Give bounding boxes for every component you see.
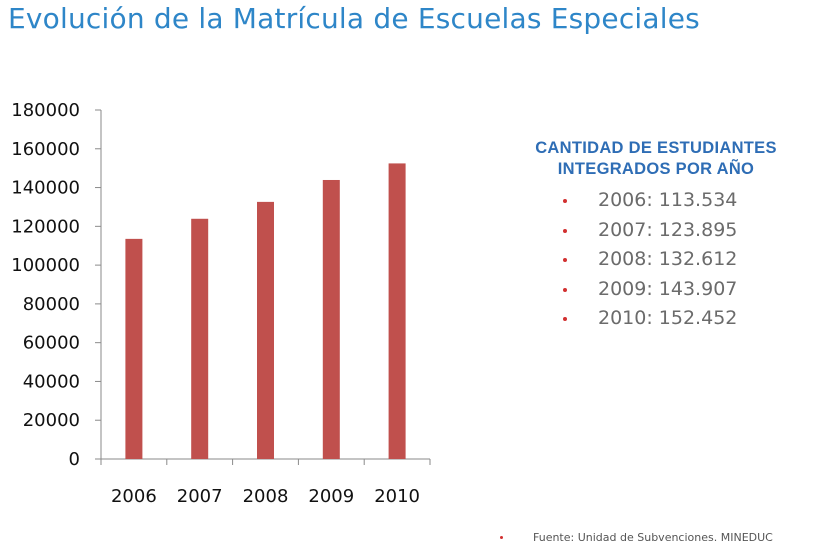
info-item-text: 2010: 152.452 (598, 307, 738, 329)
x-tick-label: 2009 (308, 486, 354, 507)
y-tick-label: 120000 (11, 216, 80, 237)
y-tick-label: 180000 (11, 100, 80, 121)
y-tick-label: 60000 (23, 333, 80, 354)
y-tick-label: 20000 (23, 410, 80, 431)
info-item-2008: 2008: 132.612 (498, 245, 814, 275)
x-tick-label: 2006 (111, 486, 157, 507)
bullet-icon (563, 317, 567, 321)
info-item-2006: 2006: 113.534 (498, 186, 814, 216)
y-tick-label: 140000 (11, 178, 80, 199)
y-tick-label: 0 (69, 449, 80, 470)
info-item-text: 2008: 132.612 (598, 248, 738, 270)
bar-2008 (257, 201, 274, 459)
page-title: Evolución de la Matrícula de Escuelas Es… (8, 2, 700, 35)
bar-2006 (125, 238, 143, 459)
info-item-2010: 2010: 152.452 (498, 304, 814, 334)
info-heading: CANTIDAD DE ESTUDIANTES INTEGRADOS POR A… (498, 138, 814, 180)
bullet-icon (500, 536, 503, 539)
x-tick-label: 2007 (177, 486, 223, 507)
info-item-text: 2007: 123.895 (598, 218, 738, 241)
info-list: 2006: 113.534 2007: 123.895 2008: 132.61… (498, 186, 814, 334)
y-tick-label: 40000 (23, 371, 80, 392)
bar-2009 (322, 179, 340, 459)
info-panel: CANTIDAD DE ESTUDIANTES INTEGRADOS POR A… (498, 138, 814, 334)
x-tick-label: 2010 (374, 486, 420, 507)
y-tick-label: 160000 (11, 139, 80, 160)
bullet-icon (563, 287, 567, 292)
info-item-2009: 2009: 143.907 (498, 275, 814, 305)
bullet-icon (563, 199, 567, 203)
bar-2007 (191, 218, 209, 459)
info-item-text: 2009: 143.907 (598, 277, 738, 300)
y-tick-label: 100000 (11, 255, 80, 276)
info-item-text: 2006: 113.534 (598, 189, 738, 211)
bar-2010 (388, 163, 406, 459)
info-heading-line-1: CANTIDAD DE ESTUDIANTES (535, 139, 777, 157)
source-text: Fuente: Unidad de Subvenciones. MINEDUC (533, 531, 773, 544)
y-tick-label: 80000 (23, 294, 80, 315)
info-heading-line-2: INTEGRADOS POR AÑO (557, 160, 755, 178)
x-tick-label: 2008 (243, 486, 289, 507)
bullet-icon (563, 258, 567, 262)
bullet-icon (563, 228, 567, 233)
source-note: Fuente: Unidad de Subvenciones. MINEDUC (500, 531, 773, 544)
info-item-2007: 2007: 123.895 (498, 216, 814, 246)
